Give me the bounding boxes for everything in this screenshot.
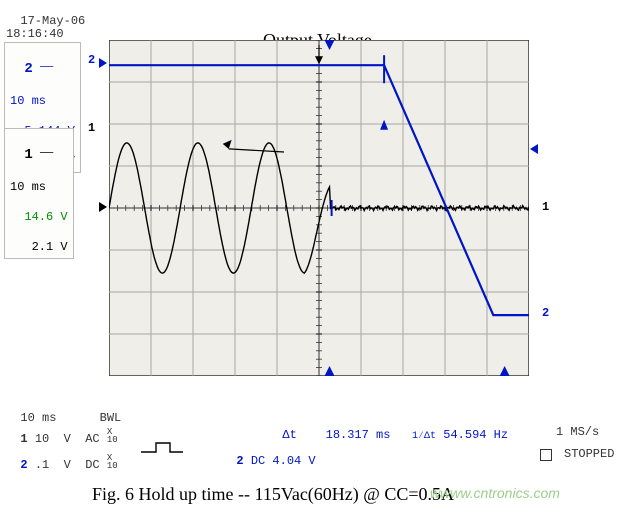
ch2-row: 2 .1 V DC X 10 bbox=[6, 440, 118, 472]
ch1-val-b: 2.1 V bbox=[32, 240, 68, 254]
right-1: 1 bbox=[542, 200, 549, 214]
sample-rate: 1 MS/s bbox=[556, 425, 599, 439]
figure-caption: Fig. 6 Hold up time -- 115Vac(60Hz) @ CC… bbox=[92, 484, 454, 505]
ch1-left-num: 1 bbox=[88, 121, 95, 135]
ch2b-num: 2 bbox=[236, 454, 243, 468]
ch2-left-num: 2 bbox=[88, 53, 95, 67]
freq-value: 54.594 Hz bbox=[443, 428, 508, 442]
ch2-level-marker-left bbox=[99, 58, 107, 68]
freq-label: 1⁄Δt bbox=[412, 431, 436, 442]
right-2: 2 bbox=[542, 306, 549, 320]
ch2-gnd: ── bbox=[40, 62, 53, 76]
ch2-scale: .1 V bbox=[35, 458, 71, 472]
delta-row: Δt 18.317 ms 1⁄Δt 54.594 Hz bbox=[268, 414, 508, 442]
status-label: STOPPED bbox=[564, 447, 614, 461]
ch2-timebase: 10 ms bbox=[10, 94, 46, 108]
ch1-val-a: 14.6 V bbox=[24, 210, 67, 224]
dt-value: 18.317 ms bbox=[326, 428, 391, 442]
oscilloscope-plot bbox=[109, 40, 529, 376]
ts-time: 18:16:40 bbox=[6, 27, 64, 41]
ch2b-val: DC 4.04 V bbox=[251, 454, 316, 468]
stopped-box bbox=[540, 449, 552, 461]
dt-label: Δt bbox=[282, 428, 296, 442]
step-glyph bbox=[140, 440, 184, 454]
ch1-timebase: 10 ms bbox=[10, 180, 46, 194]
ch2-row-num: 2 bbox=[20, 458, 27, 472]
ch2-level-marker-right bbox=[530, 144, 538, 154]
ch1-gnd: ── bbox=[40, 148, 53, 162]
ch1-level-marker-left bbox=[99, 202, 107, 212]
ts-date: 17-May-06 bbox=[20, 14, 85, 28]
ch2-probe: X 10 bbox=[107, 454, 118, 470]
timestamp: 17-May-0618:16:40 bbox=[6, 2, 85, 42]
ch2-num: 2 bbox=[24, 61, 32, 77]
ch2-coupling: DC bbox=[85, 458, 99, 472]
ch2-bottom-val: 2 DC 4.04 V bbox=[222, 440, 316, 468]
ch1-num: 1 bbox=[24, 147, 32, 163]
watermark: wwww.cntronics.com bbox=[430, 485, 560, 501]
ch1-meas-box: 1 ── 10 ms 14.6 V 2.1 V bbox=[4, 128, 74, 259]
